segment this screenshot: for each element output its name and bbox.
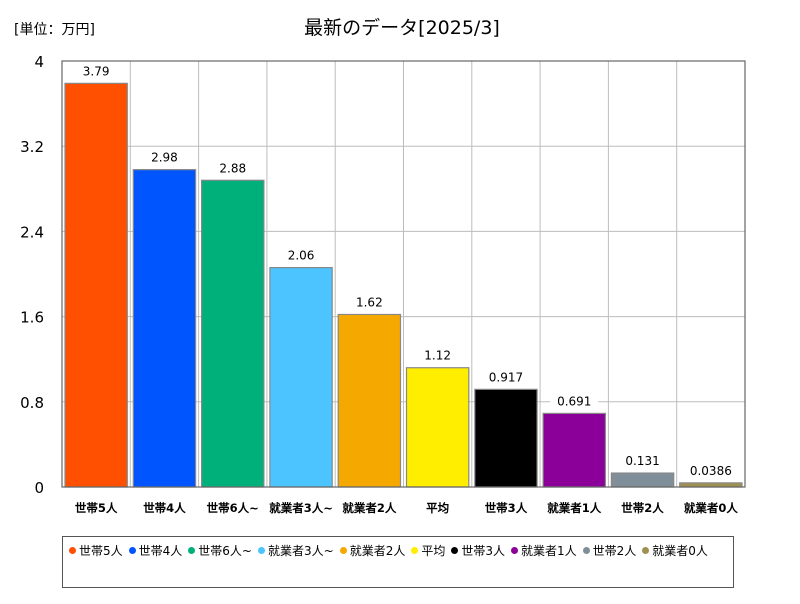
data-label-background [618, 452, 667, 469]
data-label: 0.691 [557, 394, 591, 408]
x-tick-label: 就業者0人 [684, 501, 739, 515]
legend-label: 就業者3人~ [267, 544, 334, 558]
legend-item: 就業者3人~ [257, 541, 334, 561]
legend: 世帯5人 世帯4人 世帯6人~ 就業者3人~ 就業者2人 平均 世帯3人 就業者1人 世帯2人 就… [62, 536, 734, 588]
data-label: 3.79 [83, 64, 110, 78]
legend-swatch [510, 547, 518, 554]
data-label-background [481, 368, 530, 385]
y-tick-label: 4 [34, 53, 44, 71]
bar [610, 472, 675, 488]
x-tick-label: 世帯3人 [485, 501, 528, 515]
data-label: 0.0386 [690, 464, 732, 478]
legend-swatch [69, 547, 76, 554]
data-label: 1.62 [356, 295, 383, 309]
unit-label: [単位：万円] [14, 22, 95, 38]
legend-item: 世帯4人 [128, 541, 183, 561]
chart-title: 最新のデータ[2025/3] [304, 17, 500, 39]
legend-label: 平均 [421, 544, 446, 558]
axes: 0 0.8 1.6 2.4 3.2 4 世帯5人 世帯4人 世帯6人~ 就業者3人~ 就業者2人 平均… [20, 53, 746, 515]
x-tick-label: 平均 [426, 501, 449, 515]
legend-swatch [188, 547, 196, 554]
data-label-background [417, 346, 458, 363]
legend-swatch [411, 547, 419, 554]
data-label-background [349, 293, 390, 310]
bar [679, 482, 743, 488]
legend-swatch [128, 547, 136, 554]
legend-item: 世帯3人 [451, 541, 505, 561]
data-label: 0.131 [625, 454, 659, 468]
y-tick-label: 1.6 [20, 309, 44, 327]
bar [201, 179, 265, 488]
x-tick-label: 世帯6人~ [207, 501, 259, 515]
legend-item: 平均 [411, 541, 445, 561]
x-tick-label: 世帯5人 [75, 501, 118, 515]
legend-swatch [451, 547, 459, 554]
legend-swatch [642, 547, 650, 554]
legend-label: 就業者1人 [520, 544, 577, 558]
data-label-background [76, 62, 117, 79]
data-label: 2.06 [288, 249, 315, 263]
bar [337, 313, 402, 488]
bar [474, 388, 538, 488]
y-tick-label: 0.8 [20, 394, 44, 412]
data-label-background [281, 246, 322, 263]
legend-swatch [582, 547, 590, 554]
legend-item: 世帯6人~ [188, 541, 252, 561]
legend-label: 世帯3人 [461, 544, 505, 558]
legend-label: 世帯6人~ [198, 544, 252, 558]
x-tick-label: 就業者3人~ [269, 501, 333, 515]
data-label: 1.12 [424, 349, 451, 363]
legend-label: 世帯4人 [138, 544, 183, 558]
data-label-background [550, 392, 599, 409]
data-label-background [212, 159, 253, 176]
y-tick-label: 3.2 [20, 138, 44, 156]
legend-item: 就業者2人 [339, 541, 406, 561]
data-label-background [144, 148, 185, 165]
x-tick-label: 世帯4人 [143, 501, 186, 515]
bar [405, 367, 470, 488]
data-label: 2.98 [151, 151, 178, 165]
legend-item: 就業者0人 [642, 541, 708, 561]
legend-label: 就業者2人 [349, 544, 406, 558]
bars: 3.79 2.98 2.88 2.06 1.62 1.12 0.917 0.691 0.131 0… [64, 62, 743, 488]
bar [269, 267, 333, 488]
legend-label: 世帯5人 [79, 544, 123, 558]
legend-swatch [339, 547, 347, 554]
legend-item: 世帯2人 [582, 541, 637, 561]
bar [64, 82, 128, 488]
data-label: 2.88 [219, 161, 246, 175]
plot-frame [61, 60, 746, 488]
bar [542, 412, 606, 488]
data-label-background [682, 461, 739, 478]
x-tick-label: 世帯2人 [621, 501, 664, 515]
legend-swatch [257, 547, 265, 554]
y-tick-label: 0 [34, 479, 44, 497]
legend-item: 就業者1人 [510, 541, 577, 561]
bar [132, 169, 197, 488]
x-tick-label: 就業者2人 [342, 501, 397, 515]
legend-label: 世帯2人 [592, 544, 637, 558]
x-tick-label: 就業者1人 [547, 501, 602, 515]
y-tick-label: 2.4 [20, 223, 44, 241]
legend-label: 就業者0人 [652, 544, 708, 558]
data-label: 0.917 [489, 370, 523, 384]
legend-item: 世帯5人 [69, 541, 123, 561]
